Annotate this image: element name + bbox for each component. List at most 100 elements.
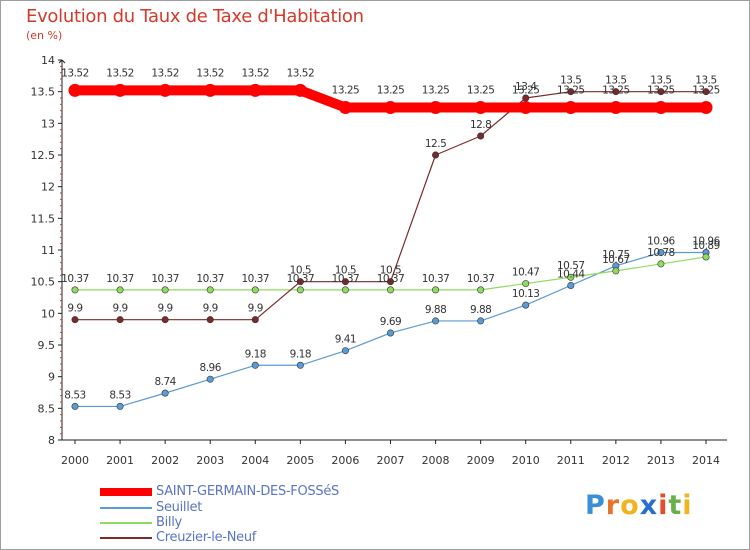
x-tick-label: 2012 (602, 454, 630, 467)
data-point (251, 361, 259, 369)
data-point (522, 301, 530, 309)
data-point (567, 281, 575, 289)
data-label: 10.47 (512, 267, 540, 279)
chart-subtitle: (en %) (26, 29, 63, 42)
x-tick-label: 2003 (196, 454, 224, 467)
data-label: 9.9 (248, 303, 263, 315)
data-label: 12.5 (425, 138, 446, 150)
data-point (702, 88, 710, 96)
data-label: 8.53 (64, 389, 85, 401)
y-tick-label: 8 (48, 434, 55, 447)
y-tick-label: 9 (48, 371, 55, 384)
data-point (341, 347, 349, 355)
data-label: 9.9 (112, 303, 127, 315)
data-point (251, 316, 259, 324)
data-point (113, 83, 127, 97)
data-label: 10.89 (692, 240, 720, 252)
data-label: 10.78 (647, 247, 675, 259)
x-tick-label: 2004 (241, 454, 269, 467)
data-label: 10.75 (602, 249, 630, 261)
data-point (429, 101, 443, 114)
data-point (293, 83, 307, 97)
y-tick-label: 9.5 (38, 339, 56, 352)
data-point (612, 267, 620, 275)
axes: 8 8.5 9 9.5 10 10.5 11 11.5 12 12.5 13 13.5 14 2000 20… (31, 54, 727, 467)
data-label: 10.37 (287, 273, 315, 285)
data-point (477, 286, 485, 294)
data-label: 10.5 (335, 265, 356, 277)
logo-letter: i (682, 490, 693, 521)
data-point (432, 286, 440, 294)
data-point (609, 101, 623, 114)
data-label: 9.9 (158, 303, 173, 315)
data-label: 13.52 (196, 67, 224, 79)
data-point (612, 88, 620, 96)
data-label: 10.37 (242, 273, 270, 285)
data-point (519, 101, 533, 114)
data-label: 9.69 (380, 316, 401, 328)
data-label: 8.96 (200, 362, 222, 374)
data-label: 10.37 (151, 273, 179, 285)
data-label: 9.88 (470, 304, 491, 316)
legend-swatch (100, 488, 152, 496)
data-label: 8.53 (109, 389, 130, 401)
data-point (71, 286, 79, 294)
data-label: 13.25 (557, 85, 585, 97)
data-label: 13.52 (151, 67, 179, 79)
data-point (477, 317, 485, 325)
y-tick-label: 11.5 (31, 212, 56, 225)
data-point (341, 286, 349, 294)
data-label: 13.25 (332, 85, 360, 97)
data-point (432, 317, 440, 325)
y-tick-label: 14 (41, 54, 55, 67)
x-tick-label: 2013 (647, 454, 675, 467)
data-point (68, 83, 82, 97)
data-label: 10.67 (602, 254, 630, 266)
data-label: 13.52 (106, 67, 134, 79)
data-point (296, 286, 304, 294)
legend-swatch (100, 507, 152, 509)
x-tick-label: 2009 (467, 454, 495, 467)
x-tick-label: 2011 (557, 454, 585, 467)
data-label: 13.52 (242, 67, 270, 79)
data-point (248, 83, 262, 97)
x-tick-label: 2007 (377, 454, 405, 467)
legend-item-creuzier: Creuzier-le-Neuf (100, 530, 400, 546)
y-tick-label: 8.5 (38, 402, 56, 415)
data-label: 10.96 (647, 236, 675, 248)
data-point (161, 286, 169, 294)
x-tick-label: 2006 (331, 454, 359, 467)
data-point (432, 151, 440, 159)
y-tick-label: 12 (41, 181, 55, 194)
data-label: 10.96 (692, 236, 720, 248)
data-label: 10.37 (61, 273, 89, 285)
data-point (296, 361, 304, 369)
legend-item-seuillet: Seuillet (100, 500, 400, 516)
data-label: 10.37 (106, 273, 134, 285)
series-points (68, 83, 713, 410)
data-point (477, 132, 485, 140)
data-label: 13.25 (467, 85, 495, 97)
data-label: 9.9 (203, 303, 218, 315)
chart-title: Evolution du Taux de Taxe d'Habitation (26, 6, 364, 27)
data-label: 10.37 (196, 273, 224, 285)
y-tick-label: 12.5 (31, 149, 56, 162)
data-point (251, 286, 259, 294)
legend-label: Creuzier-le-Neuf (156, 530, 257, 545)
legend-label: SAINT-GERMAIN-DES-FOSSéS (156, 484, 339, 499)
data-point (654, 101, 668, 114)
data-label: 10.13 (512, 288, 540, 300)
data-label: 8.74 (154, 376, 176, 388)
data-point (386, 278, 394, 286)
data-point (71, 316, 79, 324)
y-tick-label: 11 (41, 244, 55, 257)
data-point (161, 316, 169, 324)
data-point (567, 273, 575, 281)
y-tick-label: 13 (41, 117, 55, 130)
data-point (657, 88, 665, 96)
data-point (474, 101, 488, 114)
data-point (161, 389, 169, 397)
legend-swatch (100, 522, 152, 524)
data-label: 10.37 (377, 273, 405, 285)
legend-item-saint-germain: SAINT-GERMAIN-DES-FOSSéS (100, 484, 400, 500)
